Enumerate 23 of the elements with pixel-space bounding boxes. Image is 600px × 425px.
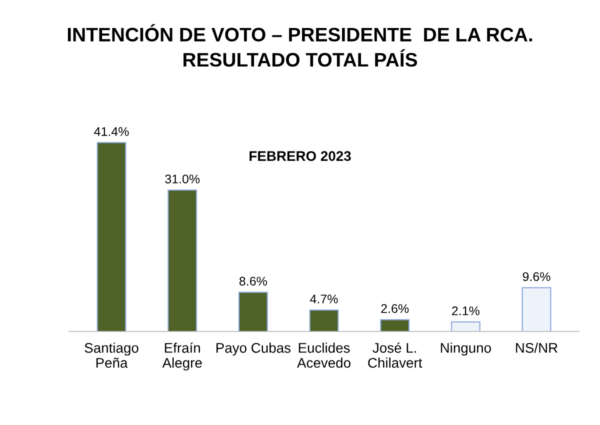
bar [380, 319, 410, 332]
bar [522, 287, 552, 332]
data-label: 2.6% [381, 304, 409, 313]
x-tick-label: Santiago Peña [84, 342, 138, 368]
bar [96, 142, 126, 332]
data-label: 4.7% [310, 294, 338, 304]
bar [238, 292, 268, 332]
x-tick-label: Efraín Alegre [162, 342, 202, 371]
data-label: 2.1% [452, 306, 480, 316]
x-tick-label: Payo Cubas [216, 342, 290, 356]
chart-subtitle: FEBRERO 2023 [250, 151, 351, 161]
x-tick-label: Euclides Acevedo [297, 342, 350, 368]
data-label: 41.4% [94, 127, 129, 136]
bar [309, 310, 339, 332]
bar [168, 190, 198, 332]
chart-title: INTENCIÓN DE VOTO – PRESIDENTE DE LA RCA. RESULTADO TOTAL PAÍS [68, 24, 532, 67]
x-tick-label: José L. Chilavert [368, 342, 422, 368]
x-tick-label: Ninguno [440, 342, 491, 356]
data-label: 8.6% [239, 276, 267, 286]
bar [450, 321, 480, 332]
data-label: 31.0% [165, 174, 200, 184]
data-label: 9.6% [522, 272, 550, 282]
x-tick-label: NS/NR [516, 342, 558, 353]
